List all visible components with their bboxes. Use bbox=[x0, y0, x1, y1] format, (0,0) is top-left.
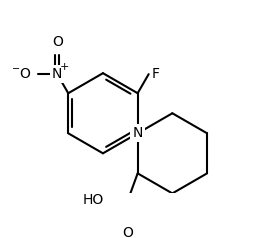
Text: F: F bbox=[152, 67, 160, 81]
Text: $^{-}$O: $^{-}$O bbox=[11, 67, 32, 81]
Text: O: O bbox=[52, 35, 63, 49]
Text: N: N bbox=[52, 67, 62, 81]
Text: +: + bbox=[60, 62, 69, 72]
Text: N: N bbox=[132, 126, 143, 140]
Text: O: O bbox=[123, 226, 133, 238]
Text: HO: HO bbox=[83, 193, 104, 207]
